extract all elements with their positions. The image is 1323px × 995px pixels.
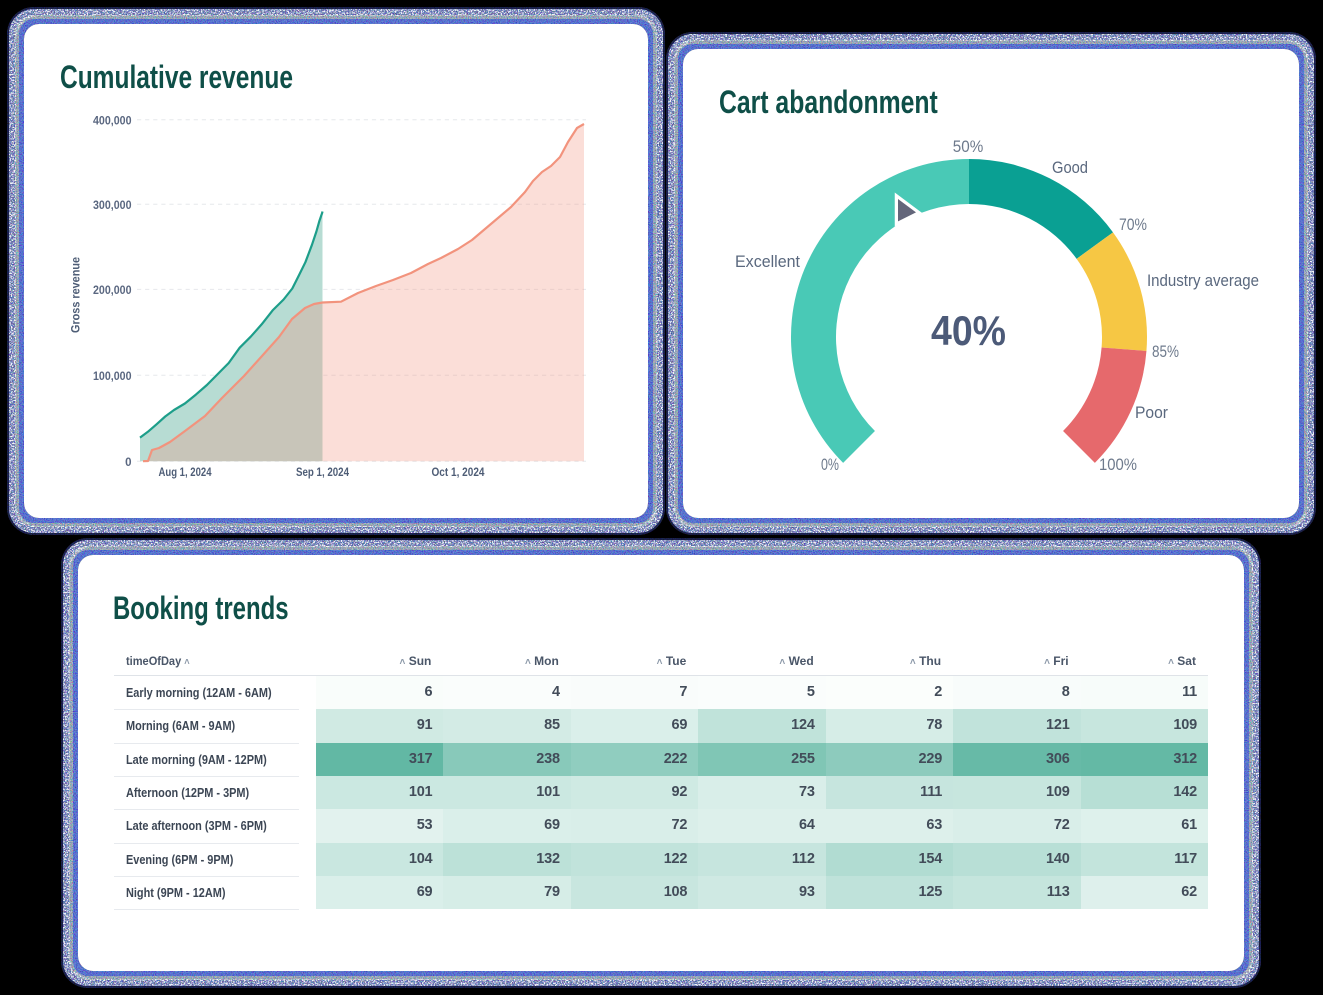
svg-text:Aug 1, 2024: Aug 1, 2024 (159, 467, 212, 479)
svg-text:Excellent: Excellent (735, 252, 800, 271)
svg-text:100,000: 100,000 (93, 371, 132, 383)
svg-text:50%: 50% (953, 137, 984, 156)
svg-text:0%: 0% (821, 455, 839, 474)
svg-text:Poor: Poor (1135, 403, 1168, 422)
svg-text:300,000: 300,000 (93, 200, 132, 212)
svg-text:400,000: 400,000 (93, 116, 132, 128)
svg-text:Gross revenue: Gross revenue (71, 257, 83, 333)
svg-text:Good: Good (1052, 158, 1088, 177)
svg-text:Oct 1, 2024: Oct 1, 2024 (432, 467, 486, 479)
svg-text:85%: 85% (1152, 342, 1179, 361)
svg-text:Sep 1, 2024: Sep 1, 2024 (296, 467, 350, 479)
svg-text:Industry average: Industry average (1147, 271, 1259, 290)
svg-text:40%: 40% (931, 307, 1006, 354)
svg-text:100%: 100% (1099, 455, 1137, 474)
svg-text:200,000: 200,000 (93, 285, 132, 297)
svg-text:70%: 70% (1119, 215, 1147, 234)
svg-text:0: 0 (125, 457, 131, 469)
